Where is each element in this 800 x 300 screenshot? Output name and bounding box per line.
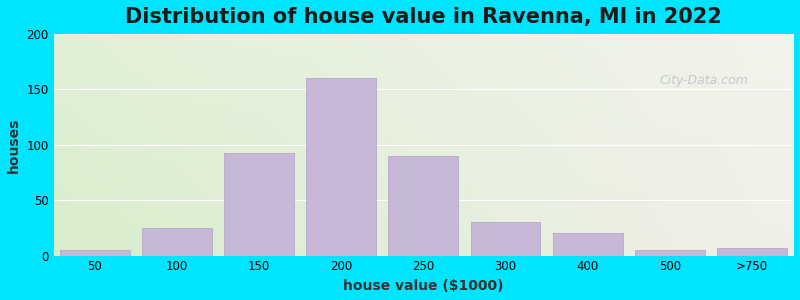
Bar — [60, 250, 130, 256]
Bar — [224, 153, 294, 256]
Text: City-Data.com: City-Data.com — [660, 74, 749, 87]
Bar — [306, 78, 376, 256]
Bar — [470, 222, 541, 256]
Bar — [142, 228, 212, 256]
Bar — [553, 233, 622, 256]
Title: Distribution of house value in Ravenna, MI in 2022: Distribution of house value in Ravenna, … — [125, 7, 722, 27]
Bar — [717, 248, 787, 256]
X-axis label: house value ($1000): house value ($1000) — [343, 279, 503, 293]
Y-axis label: houses: houses — [7, 117, 21, 172]
Bar — [389, 156, 458, 256]
Bar — [635, 250, 705, 256]
